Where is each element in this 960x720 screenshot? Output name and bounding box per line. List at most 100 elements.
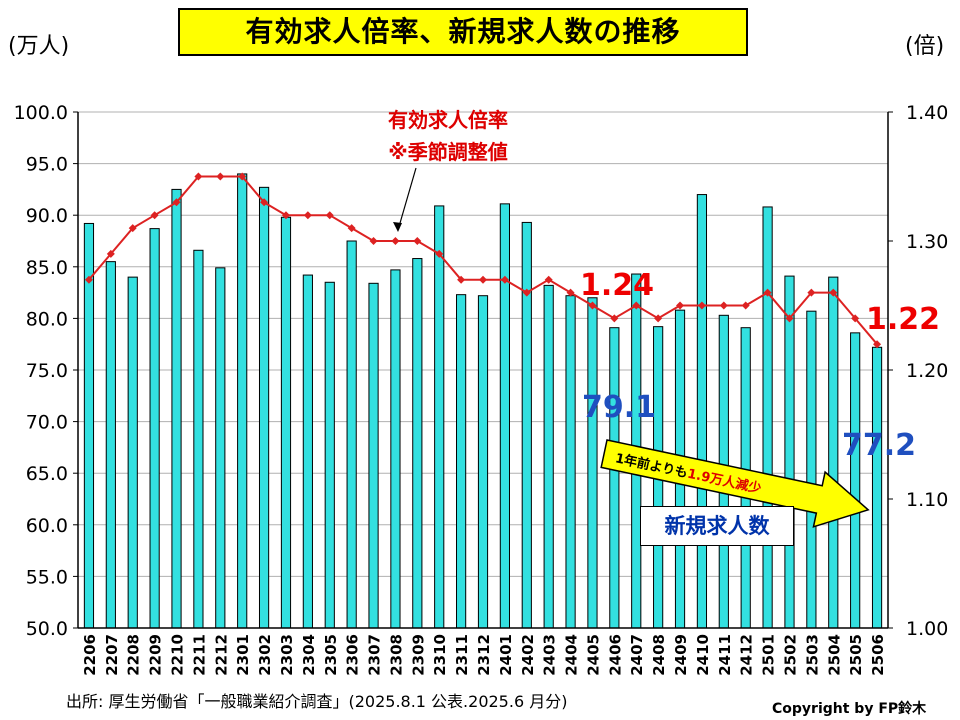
ratio-point (260, 198, 269, 207)
ratio-point (172, 198, 181, 207)
ratio-point (741, 301, 750, 310)
new-value-2506: 77.2 (842, 428, 917, 463)
x-tick-label: 2211 (190, 634, 208, 676)
bar (609, 327, 620, 629)
right-tick-label: 1.30 (906, 231, 948, 253)
ratio-point (281, 211, 290, 220)
left-tick-label: 95.0 (26, 154, 68, 176)
bar (368, 282, 379, 629)
x-tick-label: 2307 (366, 634, 384, 676)
x-tick-label: 2401 (497, 634, 515, 676)
x-tick-label: 2409 (672, 634, 690, 676)
bar (587, 297, 598, 629)
x-tick-label: 2408 (650, 634, 668, 676)
bar (171, 188, 182, 629)
bar (127, 276, 138, 629)
ratio-point (150, 211, 159, 220)
bar (762, 206, 773, 629)
pointer-line (397, 167, 417, 231)
left-tick-label: 75.0 (26, 360, 68, 382)
ratio-point (303, 211, 312, 220)
left-tick-label: 100.0 (14, 102, 68, 124)
x-tick-label: 2411 (716, 634, 734, 676)
x-tick-label: 2410 (694, 634, 712, 676)
left-tick-label: 50.0 (26, 618, 68, 640)
ratio-series-label: 有効求人倍率 ※季節調整値 (362, 104, 534, 168)
bar (258, 186, 270, 629)
x-tick-label: 2503 (803, 634, 821, 676)
x-tick-label: 2403 (541, 634, 559, 676)
ratio-point (369, 237, 378, 245)
bar (565, 295, 576, 629)
ratio-point (807, 288, 816, 297)
x-tick-label: 2506 (869, 634, 887, 676)
arrow-shape (600, 439, 870, 528)
ratio-point (654, 314, 663, 323)
x-tick-label: 2309 (409, 634, 427, 676)
ratio-point (216, 172, 225, 181)
x-tick-label: 2210 (169, 634, 187, 676)
ratio-point (785, 314, 794, 323)
left-axis-unit: (万人) (8, 34, 70, 59)
right-tick-labels: 1.00 1.10 1.20 1.30 1.40 (888, 102, 948, 640)
ratio-point (544, 275, 553, 284)
left-tick-label: 90.0 (26, 205, 68, 227)
ratio-point (676, 301, 685, 310)
x-tick-label: 2407 (628, 634, 646, 676)
ratio-label-line1: 有効求人倍率 (388, 108, 508, 132)
left-tick-label: 55.0 (26, 566, 68, 588)
x-tick-label: 2501 (760, 634, 778, 676)
x-tick-label: 2308 (387, 634, 405, 676)
x-tick-label: 2208 (125, 634, 143, 676)
x-tick-label: 2209 (147, 634, 165, 676)
x-tick-label: 2212 (212, 634, 230, 676)
bar (324, 281, 335, 629)
bar (434, 205, 445, 629)
x-tick-label: 2303 (278, 634, 296, 676)
left-tick-label: 80.0 (26, 308, 68, 330)
bar (499, 203, 510, 629)
left-tick-labels: 50.0 55.0 60.0 65.0 70.0 75.0 80.0 85.0 90.0 95.0… (14, 102, 78, 640)
right-tick-label: 1.10 (906, 489, 948, 511)
x-tick-label: 2404 (563, 634, 581, 676)
bar (806, 310, 817, 629)
bar (105, 261, 116, 629)
bar (193, 249, 204, 629)
x-tick-label: 2504 (825, 634, 843, 676)
bar (871, 346, 883, 629)
x-tick-label: 2207 (103, 634, 121, 676)
source-note: 出所: 厚生労働省「一般職業紹介調査」(2025.8.1 公表.2025.6 月… (66, 692, 568, 711)
ratio-point (325, 211, 334, 220)
ratio-point (632, 301, 641, 310)
right-tick-label: 1.40 (906, 102, 948, 124)
right-axis-unit: (倍) (905, 34, 945, 59)
bar (477, 295, 489, 629)
ratio-value-2406: 1.24 (580, 268, 655, 303)
ratio-point (128, 224, 137, 233)
x-tick-label: 2312 (475, 634, 493, 676)
x-tick-label: 2306 (344, 634, 362, 676)
ratio-label-line2: ※季節調整値 (388, 140, 508, 164)
bar (237, 173, 248, 629)
bar (390, 269, 401, 629)
ratio-line-series (84, 172, 882, 349)
x-tick-label: 2402 (519, 634, 537, 676)
x-tick-label: 2412 (738, 634, 756, 676)
x-tick-label: 2406 (606, 634, 624, 676)
left-tick-label: 85.0 (26, 257, 68, 279)
ratio-point (391, 237, 400, 245)
ratio-point (457, 275, 466, 284)
ratio-point (106, 249, 115, 258)
x-tick-label: 2302 (256, 634, 274, 676)
copyright: Copyright by FP鈴木 (772, 701, 927, 717)
ratio-point (851, 314, 860, 323)
x-tick-label: 2405 (584, 634, 602, 676)
x-tick-label: 2505 (847, 634, 865, 676)
x-tick-label: 2304 (300, 634, 318, 676)
ratio-point (829, 288, 838, 297)
bar (850, 332, 861, 629)
ratio-point (413, 237, 422, 245)
x-tick-label: 2301 (234, 634, 252, 676)
bar (215, 267, 226, 629)
bar (784, 275, 795, 629)
